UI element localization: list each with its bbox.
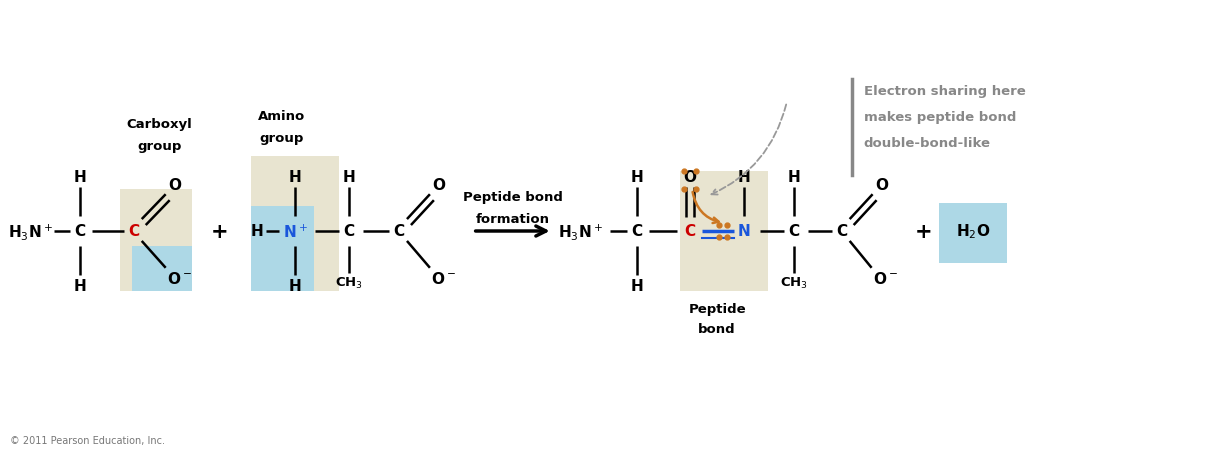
Text: O: O (168, 177, 181, 192)
Text: formation: formation (475, 212, 550, 225)
Text: H$_2$O: H$_2$O (956, 222, 991, 241)
Text: Carboxyl: Carboxyl (126, 118, 192, 131)
Text: © 2011 Pearson Education, Inc.: © 2011 Pearson Education, Inc. (10, 435, 165, 445)
Text: H$_3$N$^+$: H$_3$N$^+$ (7, 221, 52, 242)
Text: H$_3$N$^+$: H$_3$N$^+$ (558, 221, 603, 242)
Text: O: O (876, 177, 888, 192)
Text: H: H (738, 169, 750, 184)
Text: Peptide: Peptide (688, 302, 745, 315)
Text: C: C (74, 224, 85, 239)
Text: CH$_3$: CH$_3$ (336, 275, 364, 291)
Text: H: H (788, 169, 800, 184)
Text: C: C (685, 224, 696, 239)
Text: H: H (289, 279, 302, 294)
FancyBboxPatch shape (680, 172, 769, 291)
Text: C: C (837, 224, 848, 239)
Text: CH$_3$: CH$_3$ (779, 275, 807, 291)
Text: C: C (128, 224, 140, 239)
Text: C: C (344, 224, 355, 239)
FancyBboxPatch shape (940, 204, 1007, 263)
FancyBboxPatch shape (131, 246, 192, 291)
Text: C: C (788, 224, 799, 239)
Text: O$^-$: O$^-$ (873, 270, 899, 286)
Text: H: H (250, 224, 264, 239)
FancyBboxPatch shape (252, 157, 339, 291)
Text: +: + (210, 221, 229, 242)
Text: H: H (631, 169, 643, 184)
Text: O: O (683, 169, 697, 184)
Text: H: H (73, 169, 86, 184)
Text: O: O (433, 177, 445, 192)
Text: H: H (343, 169, 355, 184)
Text: N: N (738, 224, 750, 239)
Text: O$^-$: O$^-$ (432, 270, 456, 286)
Text: group: group (259, 132, 304, 145)
Text: H: H (73, 279, 86, 294)
Text: C: C (632, 224, 643, 239)
Text: Electron sharing here: Electron sharing here (863, 85, 1025, 98)
FancyBboxPatch shape (252, 206, 314, 291)
Text: Amino: Amino (258, 110, 305, 123)
Text: N$^+$: N$^+$ (283, 223, 308, 240)
Text: double-bond-like: double-bond-like (863, 137, 991, 150)
Text: group: group (137, 140, 182, 153)
Text: makes peptide bond: makes peptide bond (863, 111, 1017, 124)
Text: bond: bond (698, 322, 736, 335)
Text: +: + (914, 221, 933, 242)
Text: C: C (394, 224, 405, 239)
Text: H: H (631, 279, 643, 294)
Text: H: H (289, 169, 302, 184)
Text: O$^-$: O$^-$ (167, 270, 192, 286)
FancyBboxPatch shape (120, 190, 192, 291)
Text: Peptide bond: Peptide bond (463, 190, 563, 203)
